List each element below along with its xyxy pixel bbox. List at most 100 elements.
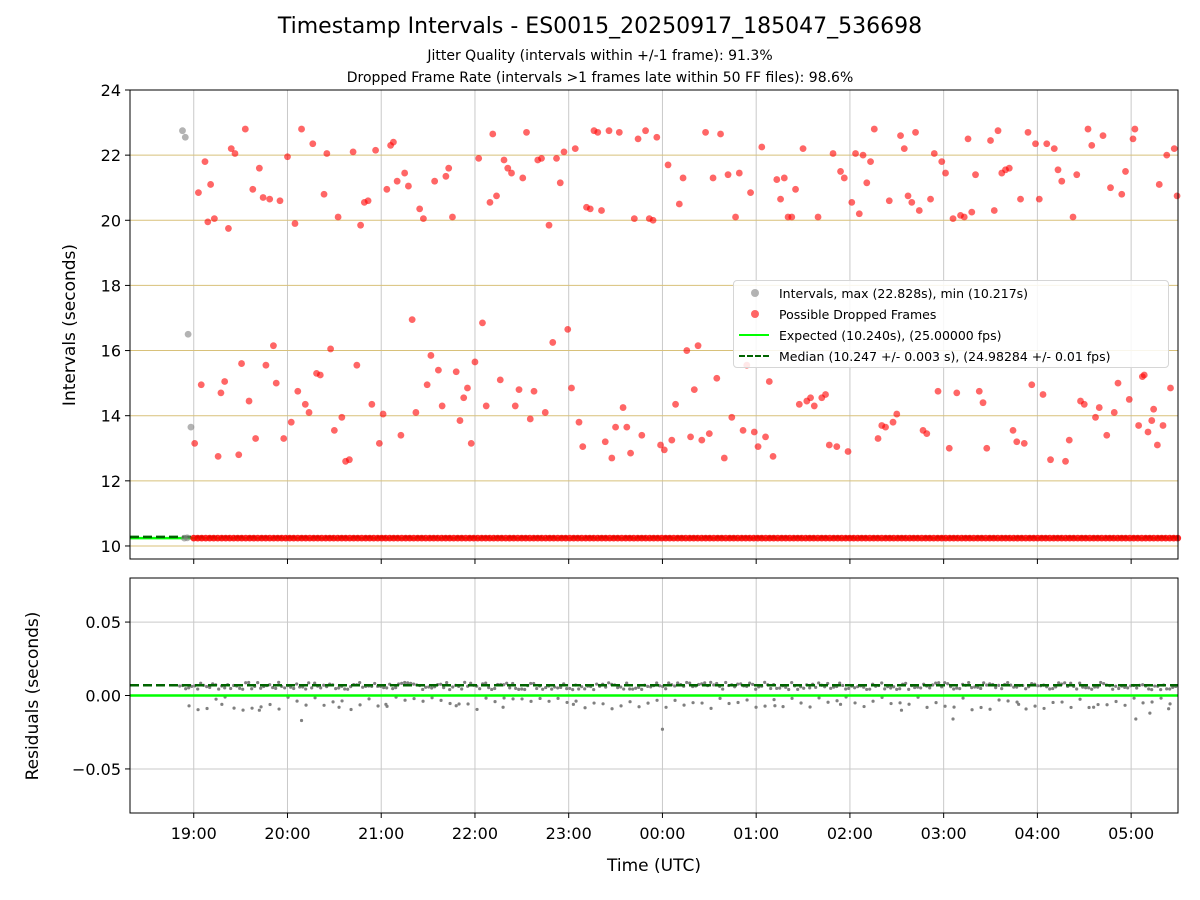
dropped-frame-point (1069, 213, 1077, 221)
residual-outlier-point (899, 708, 904, 712)
residual-point (1075, 687, 1079, 691)
dropped-frame-point (1167, 384, 1174, 392)
residual-point (334, 687, 338, 691)
dropped-frame-point (668, 436, 676, 444)
residual-point (637, 685, 641, 689)
residual-point (736, 700, 740, 705)
dropped-frame-point (408, 316, 416, 324)
legend-label-intervals: Intervals, max (22.828s), min (10.217s) (779, 285, 1029, 301)
dashed-line-icon (739, 346, 771, 366)
residual-point (487, 686, 491, 690)
legend-label-expected: Expected (10.240s), (25.00000 fps) (779, 327, 1002, 343)
residual-point (835, 699, 839, 703)
legend: Intervals, max (22.828s), min (10.217s) … (733, 280, 1169, 368)
top-y-tick-label: 24 (101, 81, 121, 100)
dropped-frame-point (541, 409, 549, 416)
residual-point (787, 687, 791, 692)
dropped-frame-point (372, 146, 379, 154)
residual-point (244, 681, 248, 685)
dropped-frame-point (1153, 441, 1161, 449)
residual-point (829, 686, 833, 690)
dropped-frame-point (538, 154, 545, 162)
residual-point (763, 704, 767, 708)
residual-point (646, 701, 650, 705)
dropped-frame-point (735, 169, 743, 177)
dropped-frame-point (327, 345, 335, 353)
dropped-frame-point (397, 431, 405, 439)
dropped-frame-point (837, 168, 844, 175)
dropped-frame-point (456, 417, 464, 424)
dropped-frame-point (855, 210, 863, 218)
residual-point (205, 685, 209, 689)
residual-point (451, 685, 455, 689)
residual-point (631, 687, 635, 691)
interval-point (183, 534, 191, 542)
residual-point (283, 686, 287, 690)
residual-point (196, 687, 200, 691)
dropped-frame-point (1028, 381, 1036, 389)
residual-point (304, 703, 308, 707)
residual-point (544, 685, 548, 690)
dropped-frame-point (560, 148, 568, 156)
dropped-frame-point (294, 387, 302, 395)
dropped-frame-point (493, 192, 500, 200)
red-dot-icon (739, 304, 771, 324)
residual-point (847, 686, 851, 691)
residual-point (784, 685, 788, 689)
dropped-frame-point (334, 213, 342, 221)
residual-point (919, 686, 923, 690)
residual-point (640, 687, 644, 692)
residual-point (955, 686, 959, 690)
dropped-frame-point (1035, 195, 1043, 203)
dropped-frame-point (627, 449, 634, 457)
x-tick-label: 02:00 (827, 824, 873, 843)
top-y-tick-label: 10 (101, 537, 121, 556)
dropped-frame-point (245, 397, 253, 405)
residual-point (610, 707, 614, 711)
dropped-frame-point (870, 125, 878, 133)
dropped-frame-point (1129, 135, 1137, 143)
residual-outlier-point (501, 705, 505, 709)
dropped-frame-point (852, 150, 859, 157)
top-y-tick-label: 22 (101, 146, 121, 165)
residual-point (754, 705, 758, 709)
dropped-frame-point (994, 127, 1002, 135)
residual-point (217, 687, 221, 691)
dropped-frame-point (262, 361, 270, 369)
residual-point (478, 687, 482, 691)
dropped-frame-point (1088, 141, 1096, 149)
dropped-frame-point (438, 402, 446, 410)
residual-point (1069, 705, 1073, 710)
dropped-frame-point (276, 197, 284, 205)
dropped-frame-point (612, 423, 619, 431)
dropped-frame-point (515, 386, 523, 394)
residual-point (523, 687, 527, 692)
dropped-frame-point (1054, 166, 1062, 174)
dropped-frame-point (1095, 404, 1103, 411)
residual-point (529, 699, 533, 703)
dropped-frame-point (930, 150, 938, 157)
residual-point (520, 697, 524, 701)
chart-subtitle-dropped: Dropped Frame Rate (intervals >1 frames … (346, 70, 854, 86)
residual-point (517, 687, 521, 691)
dropped-frame-point (1024, 128, 1032, 136)
dropped-frame-point (287, 418, 295, 426)
residual-point (781, 704, 785, 709)
residual-point (259, 686, 263, 690)
residual-point (340, 699, 344, 703)
residual-point (205, 706, 209, 711)
residual-point (970, 708, 974, 712)
dropped-frame-point (829, 150, 837, 157)
dropped-frame-point (586, 205, 594, 213)
residual-point (979, 705, 983, 710)
dropped-frame-point (309, 140, 317, 148)
residual-point (271, 685, 275, 690)
residual-point (808, 686, 812, 690)
top-y-tick-label: 20 (101, 211, 121, 230)
residual-point (1036, 684, 1040, 688)
residual-outlier-point (454, 704, 458, 708)
dropped-frame-point (231, 150, 239, 157)
residual-point (274, 686, 278, 690)
residual-point (430, 686, 434, 690)
residual-point (637, 705, 641, 709)
